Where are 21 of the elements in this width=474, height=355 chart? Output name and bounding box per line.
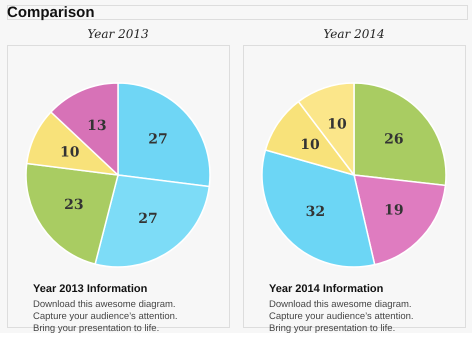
data-label: 27	[148, 132, 168, 148]
chart-title: Year 2013	[87, 27, 149, 41]
data-label: 27	[138, 211, 158, 228]
data-label: 10	[60, 144, 80, 160]
data-label: 19	[384, 202, 404, 219]
data-label: 10	[327, 116, 348, 132]
data-label: 23	[64, 196, 84, 213]
text: Year 2013 Information	[33, 283, 148, 295]
chart-title: Year 2014	[323, 27, 385, 41]
data-label: 13	[87, 118, 107, 134]
text: Download this awesome diagram.	[33, 299, 176, 310]
data-label: 26	[384, 131, 404, 148]
data-label: 10	[300, 136, 320, 153]
text: Capture your audience’s attention.	[269, 311, 414, 322]
text: Bring your presentation to life.	[269, 323, 396, 334]
text: Capture your audience’s attention.	[33, 311, 178, 322]
text: Download this awesome diagram.	[269, 299, 412, 310]
text: Bring your presentation to life.	[33, 323, 160, 334]
text: Year 2014 Information	[269, 283, 384, 295]
data-label: 32	[306, 204, 326, 220]
text: Comparison	[7, 4, 95, 21]
